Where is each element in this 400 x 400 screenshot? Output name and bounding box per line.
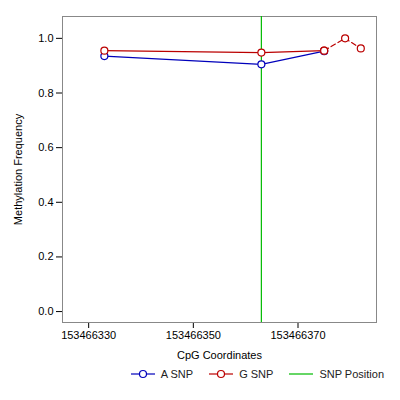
- svg-text:1.0: 1.0: [38, 32, 53, 44]
- svg-text:0.8: 0.8: [38, 87, 53, 99]
- svg-text:CpG Coordinates: CpG Coordinates: [177, 349, 262, 361]
- svg-text:153466370: 153466370: [270, 329, 325, 341]
- svg-text:0.0: 0.0: [38, 305, 53, 317]
- svg-text:153466350: 153466350: [166, 329, 221, 341]
- svg-text:Methylation Frequency: Methylation Frequency: [12, 113, 24, 225]
- svg-text:0.2: 0.2: [38, 250, 53, 262]
- html-text:SNP Position: SNP Position: [319, 368, 384, 380]
- svg-text:0.6: 0.6: [38, 141, 53, 153]
- svg-text:153466330: 153466330: [61, 329, 116, 341]
- html-text:G SNP: G SNP: [239, 368, 274, 380]
- svg-text:0.4: 0.4: [38, 196, 53, 208]
- html-text:A SNP: A SNP: [160, 368, 194, 380]
